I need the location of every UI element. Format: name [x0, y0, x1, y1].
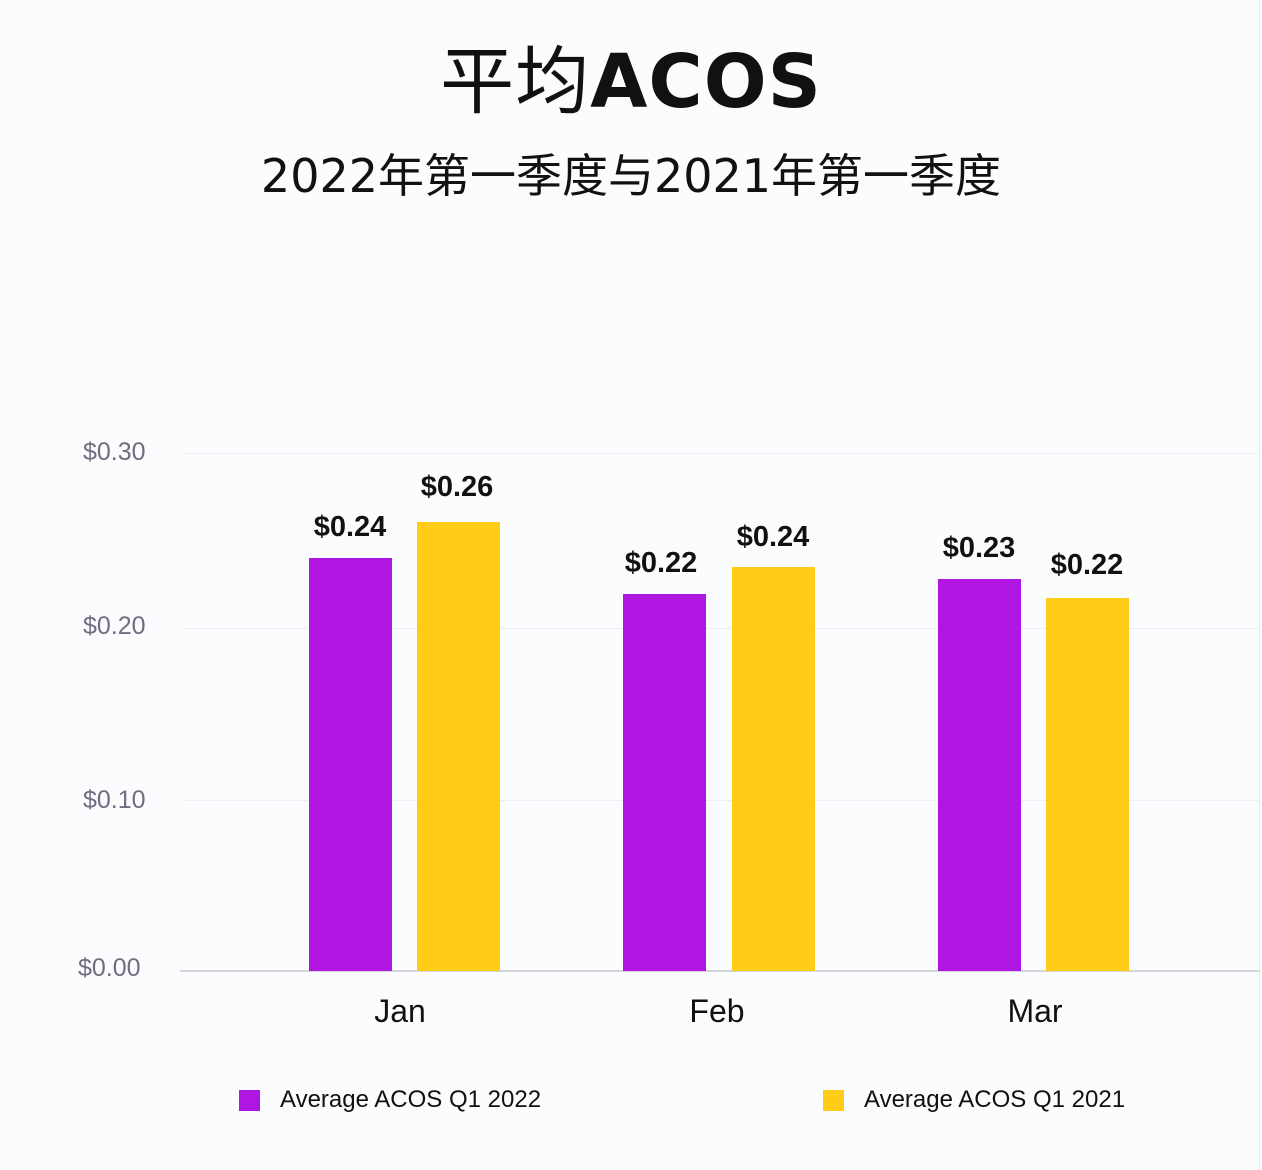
legend-swatch-purple — [239, 1089, 260, 1111]
y-tick-label: $0.00 — [78, 954, 141, 982]
y-tick-label: $0.10 — [83, 786, 146, 814]
x-tick-label: Mar — [1007, 993, 1063, 1029]
bar-value-label: $0.26 — [420, 471, 494, 503]
legend-swatch-yellow — [823, 1089, 844, 1111]
bar-jan-2021[interactable] — [417, 522, 500, 971]
x-tick-label: Jan — [374, 993, 426, 1029]
legend-label: Average ACOS Q1 2021 — [864, 1086, 1126, 1113]
gridline-0.10 — [182, 800, 1260, 801]
y-tick-label: $0.20 — [83, 612, 146, 640]
legend-item-2022[interactable]: Average ACOS Q1 2022 — [239, 1086, 541, 1114]
bar-value-label: $0.22 — [1050, 549, 1124, 581]
bar-value-label: $0.24 — [736, 521, 810, 553]
x-axis-baseline — [180, 970, 1260, 972]
chart-title: 平均ACOS — [0, 22, 1262, 129]
chart-title-cjk: 平均 — [440, 39, 591, 125]
chart-frame-border — [1259, 0, 1260, 1170]
chart-title-latin: ACOS — [590, 39, 822, 125]
bar-value-label: $0.22 — [624, 547, 698, 579]
bar-feb-2022[interactable] — [623, 594, 706, 971]
chart-subtitle: 2022年第一季度与2021年第一季度 — [260, 149, 1002, 203]
bar-value-label: $0.24 — [313, 511, 387, 543]
legend-item-2021[interactable]: Average ACOS Q1 2021 — [823, 1086, 1125, 1114]
gridline-0.20 — [182, 628, 1260, 629]
legend-label: Average ACOS Q1 2022 — [280, 1086, 542, 1113]
y-tick-label: $0.30 — [83, 438, 146, 466]
bar-mar-2022[interactable] — [938, 579, 1021, 971]
gridline-0.30 — [182, 453, 1260, 454]
bar-value-label: $0.23 — [942, 532, 1016, 564]
bar-jan-2022[interactable] — [309, 558, 392, 971]
bar-mar-2021[interactable] — [1046, 598, 1129, 971]
bar-feb-2021[interactable] — [732, 567, 815, 971]
x-tick-label: Feb — [689, 993, 745, 1029]
